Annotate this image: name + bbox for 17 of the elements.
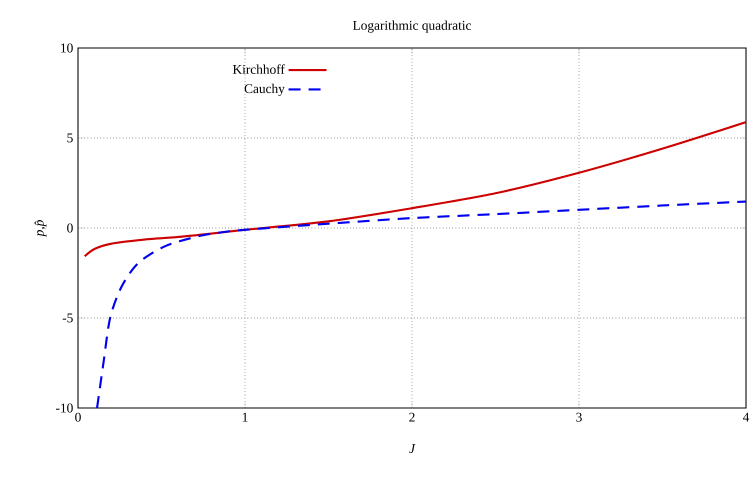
y-tick-label: -10 (56, 404, 73, 412)
x-tick-label: 4 (742, 412, 750, 422)
y-axis-title: p,p̂ (34, 220, 46, 238)
x-tick-label: 0 (75, 412, 81, 422)
y-tick-label: 10 (61, 44, 73, 52)
y-tick-label: 5 (67, 134, 73, 142)
line-series (96, 200, 746, 408)
legend-label: Kirchhoff (232, 64, 285, 74)
x-axis-title: J (409, 444, 416, 454)
line-series (84, 121, 746, 258)
x-tick-label: 1 (242, 412, 248, 422)
y-tick-label: 0 (67, 224, 73, 232)
y-tick-label: -5 (62, 314, 73, 322)
x-tick-label: 2 (409, 412, 415, 422)
chart-title: Logarithmic quadratic (352, 20, 472, 33)
legend-label: Cauchy (244, 84, 285, 96)
x-tick-label: 3 (576, 412, 582, 422)
